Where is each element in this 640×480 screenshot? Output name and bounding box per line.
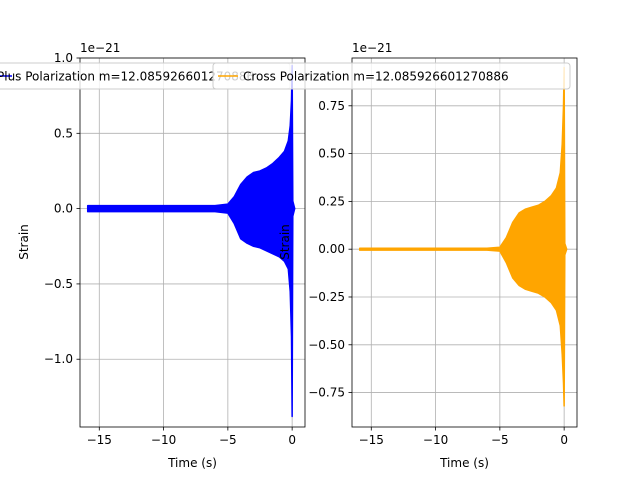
left-y-tick-label: −1.0 [44, 352, 73, 366]
right-ticks: −15 −10 −5 0 −0.75 −0.50 −0.25 0.00 0.25 0.50 0.75 [308, 99, 568, 447]
right-x-tick-label: −15 [359, 433, 384, 447]
right-y-tick-label: 0.25 [318, 194, 345, 208]
right-x-tick-label: −10 [423, 433, 448, 447]
left-y-tick-label: 1.0 [54, 51, 73, 65]
right-x-tick-label: −5 [491, 433, 509, 447]
left-panel: −15 −10 −5 0 −1.0 −0.5 0.0 0.5 1.0 1e−21 Time (s… [17, 41, 306, 470]
right-axes-frame [351, 57, 578, 428]
left-series-band [86, 64, 296, 418]
left-y-tick-label: 0.5 [54, 126, 73, 140]
right-x-tick-label: 0 [560, 433, 568, 447]
left-legend-label: Plus Polarization m=12.085926601270886 [0, 70, 254, 84]
right-plot-area [358, 66, 568, 407]
left-axes-frame [79, 57, 306, 428]
left-y-tick-label: 0.0 [54, 202, 73, 216]
right-y-tick-label: 0.50 [318, 147, 345, 161]
left-x-tick-label: 0 [288, 433, 296, 447]
right-series-band [358, 66, 568, 407]
left-x-tick-label: −15 [87, 433, 112, 447]
left-offset-text: 1e−21 [80, 41, 120, 55]
right-legend-box [212, 62, 571, 90]
right-legend-label: Cross Polarization m=12.085926601270886 [243, 70, 509, 84]
left-y-axis-label: Strain [17, 224, 31, 260]
left-x-axis-label: Time (s) [167, 456, 217, 470]
left-x-tick-label: −10 [151, 433, 176, 447]
right-y-tick-label: −0.50 [308, 338, 345, 352]
right-y-tick-label: 0.75 [318, 99, 345, 113]
left-x-tick-label: −5 [219, 433, 237, 447]
right-offset-text: 1e−21 [352, 41, 392, 55]
right-y-tick-label: −0.25 [308, 290, 345, 304]
right-x-axis-label: Time (s) [439, 456, 489, 470]
left-plot-area [86, 64, 296, 418]
right-legend: Cross Polarization m=12.085926601270886 [212, 62, 571, 90]
right-y-axis-label: Strain [278, 224, 292, 260]
right-panel: −15 −10 −5 0 −0.75 −0.50 −0.25 0.00 0.25 0.50 0.75… [278, 41, 578, 470]
left-ticks: −15 −10 −5 0 −1.0 −0.5 0.0 0.5 1.0 [44, 51, 296, 447]
right-y-tick-label: −0.75 [308, 386, 345, 400]
right-y-tick-label: 0.00 [318, 242, 345, 256]
left-y-tick-label: −0.5 [44, 277, 73, 291]
